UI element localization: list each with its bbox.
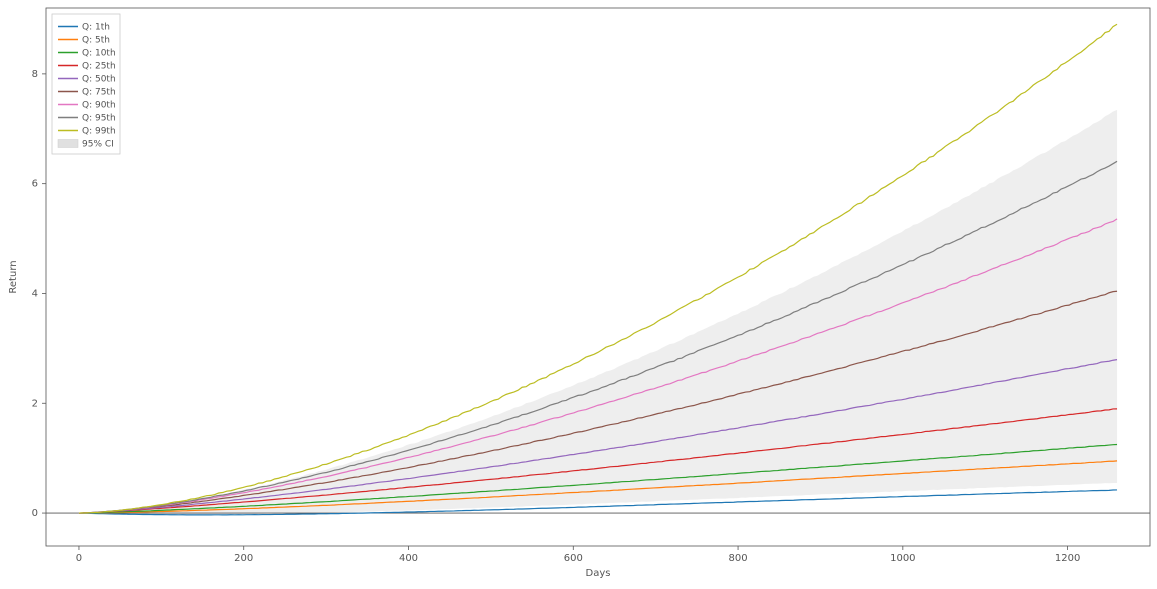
legend-label: Q: 25th bbox=[82, 62, 116, 72]
y-tick-label: 2 bbox=[32, 398, 38, 409]
legend-label: Q: 75th bbox=[82, 88, 116, 98]
y-axis-label: Return bbox=[8, 260, 19, 293]
legend-label: 95% CI bbox=[82, 140, 114, 150]
y-tick-label: 4 bbox=[32, 288, 38, 299]
x-tick-label: 1200 bbox=[1055, 553, 1080, 564]
y-tick-label: 0 bbox=[32, 508, 38, 519]
legend-label: Q: 5th bbox=[82, 36, 110, 46]
legend-label: Q: 10th bbox=[82, 49, 116, 59]
y-tick-label: 8 bbox=[32, 69, 38, 80]
legend-label: Q: 1th bbox=[82, 23, 110, 33]
plot-area bbox=[46, 24, 1150, 515]
quantile-return-chart: 0 200 400 600 800 1000 1200 0 2 4 6 8 Days Return Q: 1… bbox=[0, 0, 1157, 589]
x-tick-label: 1000 bbox=[890, 553, 915, 564]
chart-container: 0 200 400 600 800 1000 1200 0 2 4 6 8 Days Return Q: 1… bbox=[0, 0, 1157, 589]
x-tick-label: 0 bbox=[76, 553, 82, 564]
legend-swatch bbox=[58, 140, 78, 148]
x-tick-label: 800 bbox=[729, 553, 748, 564]
x-tick-label: 400 bbox=[399, 553, 418, 564]
legend-label: Q: 90th bbox=[82, 101, 116, 111]
confidence-band bbox=[79, 110, 1117, 515]
legend-label: Q: 95th bbox=[82, 114, 116, 124]
legend: Q: 1th Q: 5th Q: 10th Q: 25th Q: 50th Q: 75th… bbox=[52, 14, 120, 154]
legend-label: Q: 99th bbox=[82, 127, 116, 137]
y-tick-label: 6 bbox=[32, 179, 38, 190]
legend-label: Q: 50th bbox=[82, 75, 116, 85]
x-tick-label: 200 bbox=[234, 553, 253, 564]
x-tick-label: 600 bbox=[564, 553, 583, 564]
x-axis-label: Days bbox=[586, 568, 611, 579]
